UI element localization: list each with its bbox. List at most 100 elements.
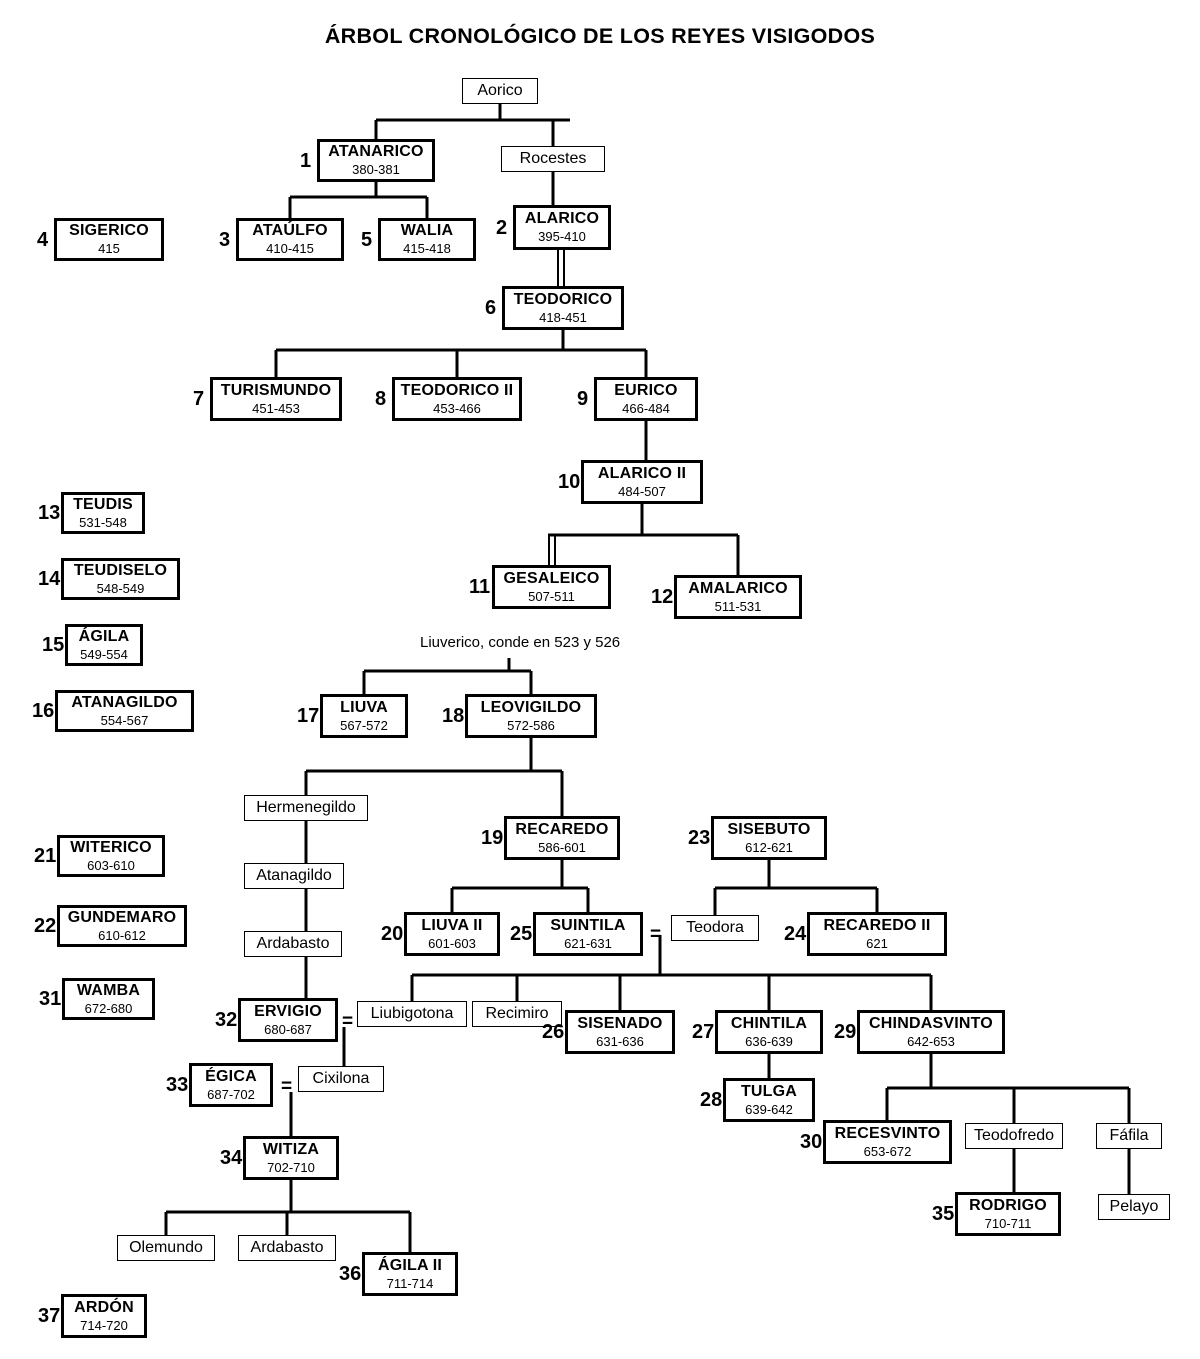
node-reign-years: 672-680 xyxy=(84,1000,133,1016)
node-reign-years: 466-484 xyxy=(622,400,670,416)
succession-ordinal: 26 xyxy=(542,1021,565,1043)
node-name: RODRIGO xyxy=(969,1196,1047,1214)
node-ardon[interactable]: ARDÓN 714-720 xyxy=(61,1294,147,1338)
node-chindasvinto[interactable]: CHINDASVINTO 642-653 xyxy=(857,1010,1005,1054)
node-reign-years: 554-567 xyxy=(100,712,149,728)
node-name: Atanagildo xyxy=(256,866,332,884)
node-sisenado[interactable]: SISENADO 631-636 xyxy=(565,1010,675,1054)
node-reign-years: 603-610 xyxy=(87,857,135,873)
node-leovigildo[interactable]: LEOVIGILDO 572-586 xyxy=(465,694,597,738)
node-reign-years: 507-511 xyxy=(528,588,575,604)
node-gundemaro[interactable]: GUNDEMARO 610-612 xyxy=(57,905,187,947)
node-liuva[interactable]: LIUVA 567-572 xyxy=(320,694,408,738)
node-eurico[interactable]: EURICO 466-484 xyxy=(594,377,698,421)
node-teodora[interactable]: Teodora xyxy=(671,915,759,941)
node-teodofredo[interactable]: Teodofredo xyxy=(965,1123,1063,1149)
node-agila2[interactable]: ÁGILA II 711-714 xyxy=(362,1252,458,1296)
node-gesaleico[interactable]: GESALEICO 507-511 xyxy=(492,565,611,609)
node-name: LIUVA xyxy=(340,698,388,716)
connector-line xyxy=(557,250,565,286)
node-turismundo[interactable]: TURISMUNDO 451-453 xyxy=(210,377,342,421)
node-wamba[interactable]: WAMBA 672-680 xyxy=(62,978,155,1020)
node-reign-years: 653-672 xyxy=(863,1143,912,1159)
node-name: SUINTILA xyxy=(550,916,626,934)
node-teodorico2[interactable]: TEODORICO II 453-466 xyxy=(392,377,522,421)
node-reign-years: 621 xyxy=(866,935,888,951)
node-alarico[interactable]: ALARICO 395-410 xyxy=(513,205,611,250)
node-witiza[interactable]: WITIZA 702-710 xyxy=(243,1136,339,1180)
node-reign-years: 711-714 xyxy=(386,1275,434,1291)
node-sisebuto[interactable]: SISEBUTO 612-621 xyxy=(711,816,827,860)
node-atanarico[interactable]: ATANARICO 380-381 xyxy=(317,139,435,182)
succession-ordinal: 5 xyxy=(361,228,373,251)
node-liuva2[interactable]: LIUVA II 601-603 xyxy=(404,912,500,956)
succession-ordinal: 16 xyxy=(32,700,55,722)
node-reign-years: 531-548 xyxy=(79,514,127,530)
marriage-symbol-ervigio-liubigotona: = xyxy=(342,1011,354,1032)
node-name: RECESVINTO xyxy=(834,1124,941,1142)
succession-ordinal: 22 xyxy=(34,915,57,937)
node-reign-years: 572-586 xyxy=(507,717,555,733)
node-recaredo[interactable]: RECAREDO 586-601 xyxy=(504,816,620,860)
succession-ordinal: 10 xyxy=(558,471,581,493)
succession-ordinal: 30 xyxy=(800,1131,823,1153)
node-name: ÁGILA II xyxy=(377,1256,443,1274)
node-name: TULGA xyxy=(740,1082,798,1100)
node-pelayo[interactable]: Pelayo xyxy=(1098,1194,1170,1220)
node-teudis[interactable]: TEUDIS 531-548 xyxy=(61,492,145,534)
node-reign-years: 418-451 xyxy=(539,309,587,325)
node-atanagildo1[interactable]: ATANAGILDO 554-567 xyxy=(55,690,194,732)
node-name: ÉGICA xyxy=(205,1067,257,1085)
node-ervigio[interactable]: ERVIGIO 680-687 xyxy=(238,998,338,1042)
node-reign-years: 415-418 xyxy=(403,241,451,257)
node-rodrigo[interactable]: RODRIGO 710-711 xyxy=(955,1192,1061,1236)
node-teodorico[interactable]: TEODORICO 418-451 xyxy=(502,286,624,330)
node-ardabasto1[interactable]: Ardabasto xyxy=(244,931,342,957)
node-recaredo2[interactable]: RECAREDO II 621 xyxy=(807,912,947,956)
node-name: WITERICO xyxy=(70,838,152,856)
node-reign-years: 631-636 xyxy=(596,1033,644,1049)
node-aorico[interactable]: Aorico xyxy=(462,78,538,104)
node-ataulfo[interactable]: ATAÚLFO 410-415 xyxy=(236,218,344,261)
node-egica[interactable]: ÉGICA 687-702 xyxy=(189,1063,273,1107)
node-name: SISEBUTO xyxy=(727,820,811,838)
node-name: WAMBA xyxy=(76,981,141,999)
node-cixilona[interactable]: Cixilona xyxy=(298,1066,384,1092)
node-name: Hermenegildo xyxy=(256,798,356,816)
node-reign-years: 710-711 xyxy=(984,1215,1032,1231)
succession-ordinal: 17 xyxy=(297,705,320,727)
node-olemundo[interactable]: Olemundo xyxy=(117,1235,215,1261)
node-recimiro[interactable]: Recimiro xyxy=(472,1001,562,1027)
node-reign-years: 484-507 xyxy=(618,483,666,499)
node-reign-years: 702-710 xyxy=(267,1159,315,1175)
node-name: Pelayo xyxy=(1109,1197,1159,1215)
node-teudiselo[interactable]: TEUDISELO 548-549 xyxy=(61,558,180,600)
succession-ordinal: 6 xyxy=(485,297,497,319)
node-fafila[interactable]: Fáfila xyxy=(1096,1123,1162,1149)
node-tulga[interactable]: TULGA 639-642 xyxy=(723,1078,815,1122)
liuverico-note: Liuverico, conde en 523 y 526 xyxy=(420,634,621,651)
node-chintila[interactable]: CHINTILA 636-639 xyxy=(715,1010,823,1054)
node-walia[interactable]: WALIA 415-418 xyxy=(378,218,476,261)
node-name: ERVIGIO xyxy=(254,1002,322,1020)
succession-ordinal: 32 xyxy=(215,1009,238,1031)
node-rocestes[interactable]: Rocestes xyxy=(501,146,605,172)
node-hermenegildo[interactable]: Hermenegildo xyxy=(244,795,368,821)
node-witerico[interactable]: WITERICO 603-610 xyxy=(57,835,165,877)
node-recesvinto[interactable]: RECESVINTO 653-672 xyxy=(823,1120,952,1164)
node-alarico2[interactable]: ALARICO II 484-507 xyxy=(581,460,703,504)
connector-line xyxy=(450,860,590,912)
node-name: ATANARICO xyxy=(328,143,424,161)
node-agila[interactable]: ÁGILA 549-554 xyxy=(65,624,143,666)
node-liubigotona[interactable]: Liubigotona xyxy=(357,1001,467,1027)
node-reign-years: 687-702 xyxy=(207,1086,255,1102)
connector-line xyxy=(362,658,533,694)
node-atanagildo2[interactable]: Atanagildo xyxy=(244,863,344,889)
node-ardabasto2[interactable]: Ardabasto xyxy=(238,1235,336,1261)
node-name: RECAREDO xyxy=(515,820,609,838)
node-sigerico[interactable]: SIGERICO 415 xyxy=(54,218,164,261)
succession-ordinal: 14 xyxy=(38,568,61,590)
node-suintila[interactable]: SUINTILA 621-631 xyxy=(533,912,643,956)
node-amalarico[interactable]: AMALARICO 511-531 xyxy=(674,575,802,619)
